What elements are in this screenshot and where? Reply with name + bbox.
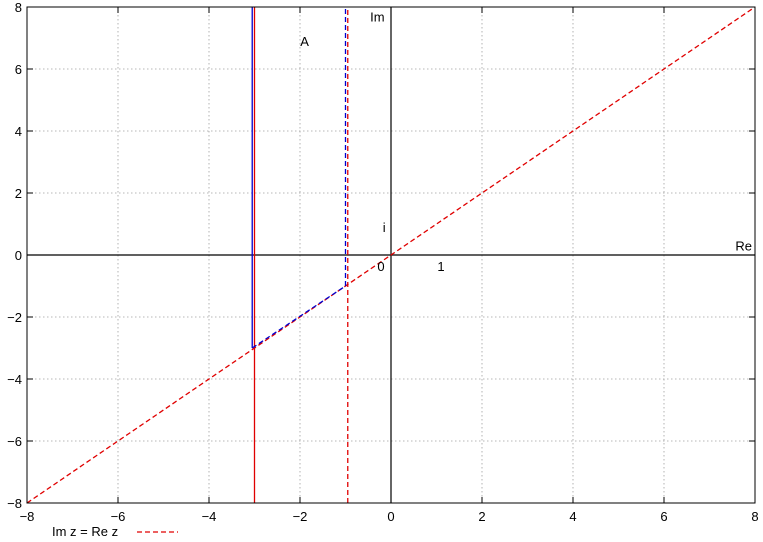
annotation-label: i [383, 220, 386, 235]
x-tick-label: −2 [293, 509, 308, 524]
series-lines [26, 6, 756, 504]
series-line-5 [251, 7, 347, 349]
annotations: A Im i Re 0 1 [300, 9, 752, 274]
x-tick-label: 2 [478, 509, 485, 524]
annotation-label: 0 [377, 259, 384, 274]
y-tick-label: 4 [15, 124, 22, 139]
x-tick-label: 8 [751, 509, 758, 524]
legend: Im z = Re z [52, 524, 178, 539]
tick-labels: −8 −6 −4 −2 0 2 4 6 8 −8 −6 −4 −2 0 2 4 6 8 [7, 0, 758, 524]
y-tick-label: 8 [15, 0, 22, 15]
series-line-1 [26, 6, 756, 504]
annotation-label: A [300, 34, 309, 49]
y-tick-label: 6 [15, 62, 22, 77]
y-tick-label: −8 [7, 496, 22, 511]
annotation-label: Im [370, 9, 384, 24]
annotation-label: Re [735, 239, 752, 254]
y-tick-label: −6 [7, 434, 22, 449]
x-tick-label: −4 [202, 509, 217, 524]
y-tick-label: −4 [7, 372, 22, 387]
annotation-label: 1 [437, 259, 444, 274]
x-tick-label: 0 [387, 509, 394, 524]
x-tick-label: 6 [660, 509, 667, 524]
x-tick-label: −8 [20, 509, 35, 524]
y-tick-label: −2 [7, 310, 22, 325]
legend-label: Im z = Re z [52, 524, 118, 539]
y-tick-label: 0 [15, 248, 22, 263]
x-tick-label: −6 [111, 509, 126, 524]
y-tick-label: 2 [15, 186, 22, 201]
x-tick-label: 4 [569, 509, 576, 524]
